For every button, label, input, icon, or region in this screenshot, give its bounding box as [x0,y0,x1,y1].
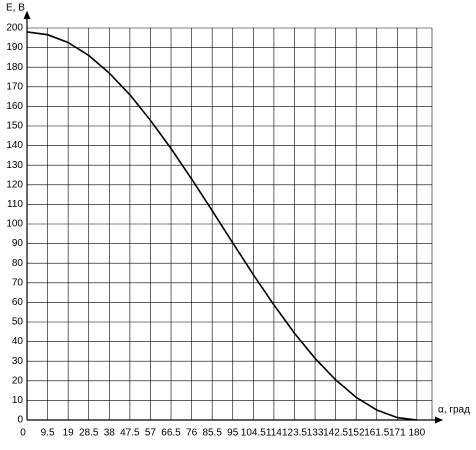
x-tick-label: 9.5 [41,428,55,439]
line-series [26,31,417,421]
y-tick-label: 10 [12,395,24,406]
y-axis-label: E, В [6,3,25,14]
y-tick-label: 90 [12,238,24,249]
x-tick-label: 142.5 [323,428,348,439]
x-tick-label: 133 [307,428,324,439]
y-tick-label: 30 [12,356,24,367]
x-tick-label: 47.5 [120,428,140,439]
y-tick-label: 60 [12,297,24,308]
y-tick-label: 0 [17,415,23,426]
x-tick-label: 38 [104,428,116,439]
y-tick-label: 170 [6,81,23,92]
x-tick-label: 152 [348,428,365,439]
x-tick-label: 171 [389,428,406,439]
y-tick-label: 130 [6,160,23,171]
y-tick-label: 180 [6,62,23,73]
x-tick-label: 161.5 [364,428,389,439]
x-axis-label: α, град [438,405,470,416]
x-tick-label: 57 [145,428,157,439]
x-tick-label: 76 [186,428,198,439]
y-tick-label: 50 [12,317,24,328]
x-tick-label: 19 [63,428,75,439]
x-tick-label: 28.5 [79,428,99,439]
x-tick-label: 66.5 [161,428,181,439]
x-tick-label: 114 [266,428,282,439]
y-tick-label: 150 [6,121,23,132]
y-tick-label: 110 [7,199,23,210]
x-tick-label: 123.5 [282,428,307,439]
y-tick-label: 20 [12,375,24,386]
y-tick-label: 100 [6,219,23,230]
x-tick-label: 95 [227,428,239,439]
x-tick-label: 85.5 [202,428,222,439]
x-tick-label: 104.5 [241,428,266,439]
y-tick-label: 200 [6,23,23,34]
y-tick-label: 70 [12,277,24,288]
y-tick-label: 80 [12,258,24,269]
y-tick-label: 120 [6,179,23,190]
y-tick-label: 40 [12,336,24,347]
y-tick-label: 160 [6,101,23,112]
y-tick-label: 140 [6,140,23,151]
x-tick-label: 180 [408,428,425,439]
x-tick-label: 0 [20,428,26,439]
y-tick-label: 190 [6,42,23,53]
